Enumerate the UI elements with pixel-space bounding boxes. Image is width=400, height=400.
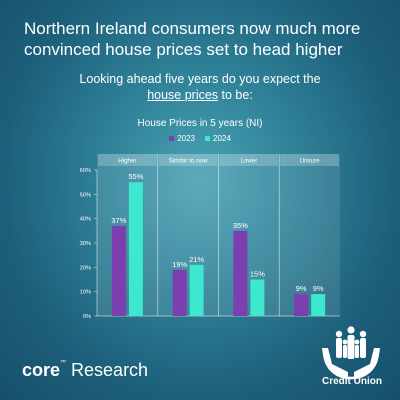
data-label: 37% (111, 216, 126, 225)
y-tick-label: 30% (80, 241, 91, 247)
core-research-text: Research (66, 360, 149, 380)
legend-item-2023: 2023 (169, 134, 195, 143)
y-tick-label: 40% (80, 217, 91, 223)
bar-2023-2 (233, 230, 248, 316)
data-label: 55% (128, 172, 143, 181)
question-line-1: Looking ahead five years do you expect t… (79, 72, 321, 86)
question-rest: to be: (218, 88, 253, 102)
category-header-3 (280, 154, 339, 166)
bar-2024-3 (311, 294, 326, 316)
data-label: 19% (172, 260, 187, 269)
data-label: 9% (296, 284, 307, 293)
credit-union-logo-icon (322, 326, 380, 380)
legend-label-2024: 2024 (213, 134, 231, 143)
question-line-2: house prices to be: (0, 87, 400, 103)
chart-legend: 2023 2024 (0, 134, 400, 143)
bar-2023-1 (172, 269, 187, 316)
legend-swatch-2023 (169, 136, 175, 142)
y-tick-label: 60% (80, 168, 91, 174)
legend-item-2024: 2024 (205, 134, 231, 143)
category-header-0 (98, 154, 157, 166)
bar-2023-3 (294, 294, 309, 316)
category-header-1 (158, 154, 218, 166)
core-wordmark: core (22, 360, 61, 380)
bar-2024-2 (250, 279, 265, 316)
y-tick-label: 20% (80, 265, 91, 271)
bar-2024-1 (189, 264, 204, 316)
legend-label-2023: 2023 (177, 134, 195, 143)
category-label: Lower (240, 158, 257, 165)
headline: Northern Ireland consumers now much more… (24, 19, 361, 59)
category-label: Unsure (300, 158, 321, 165)
survey-question: Looking ahead five years do you expect t… (0, 71, 400, 103)
question-underlined: house prices (147, 88, 219, 102)
y-tick-label: 10% (80, 290, 91, 296)
y-tick-label: 0% (83, 314, 91, 320)
chart-title: House Prices in 5 years (NI) (137, 118, 263, 129)
core-research-logo: core™ Research (22, 360, 148, 381)
category-label: Higher (118, 158, 136, 165)
data-label: 9% (313, 284, 324, 293)
bar-2023-0 (111, 225, 126, 316)
data-label: 35% (233, 221, 248, 230)
y-tick-label: 50% (80, 192, 91, 198)
core-tm: ™ (60, 360, 67, 366)
credit-union-text: Credit Union (322, 376, 382, 387)
legend-swatch-2024 (205, 136, 210, 142)
data-label: 15% (250, 270, 265, 279)
data-label: 21% (189, 255, 204, 264)
bar-2024-0 (128, 182, 143, 316)
category-label: Similar to now (169, 158, 208, 165)
category-header-2 (219, 154, 279, 166)
